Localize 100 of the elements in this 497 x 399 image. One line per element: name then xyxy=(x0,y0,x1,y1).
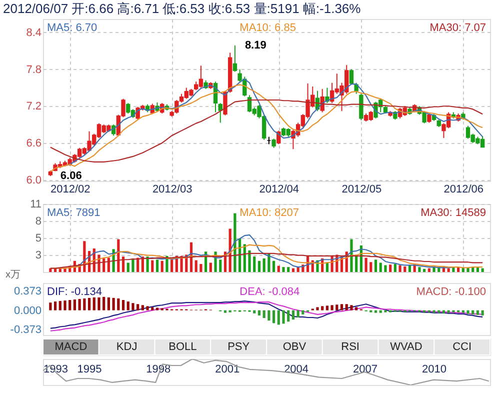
bar xyxy=(462,310,464,313)
bar xyxy=(170,260,174,272)
series-label: MACD: -0.100 xyxy=(416,286,486,298)
bar xyxy=(200,264,202,272)
bar xyxy=(258,260,261,272)
bar xyxy=(370,262,372,272)
x-tick-label: 1993 xyxy=(44,364,68,376)
bar xyxy=(132,258,134,272)
x-tick-label: 1998 xyxy=(146,364,171,376)
bar xyxy=(466,310,470,314)
text: MA30: 14589 xyxy=(420,207,486,219)
bar xyxy=(132,303,134,310)
text: MA10: 6.85 xyxy=(240,22,296,34)
bar xyxy=(253,310,256,314)
bar xyxy=(156,308,159,310)
bar xyxy=(64,300,66,310)
bar xyxy=(442,310,446,314)
text: RSI xyxy=(341,341,360,353)
bar xyxy=(321,306,324,310)
bar xyxy=(404,266,406,272)
bar xyxy=(78,298,81,310)
series-label: DEA: -0.084 xyxy=(240,286,300,298)
candlestick xyxy=(359,93,364,121)
bar xyxy=(258,310,261,316)
x-tick-label: 2012/02 xyxy=(50,184,90,196)
bar xyxy=(330,305,334,310)
bar xyxy=(481,268,484,272)
chart-title: 2012/06/07 开:6.66 高:6.71 低:6.53 收:6.53 量:5191 幅:-1.36% xyxy=(3,1,362,16)
bar xyxy=(447,268,450,272)
bar xyxy=(49,302,52,310)
text: OBV xyxy=(282,341,307,353)
bar xyxy=(355,307,358,310)
bar xyxy=(58,301,62,310)
y-tick-label: 3 xyxy=(35,250,42,262)
x-tick-label: 2007 xyxy=(353,364,378,376)
text: BOLL xyxy=(168,341,197,353)
x-tick-label: 2012/04 xyxy=(259,184,300,196)
annotation: 8.19 xyxy=(244,39,266,52)
y-tick-label: 11 xyxy=(30,198,42,210)
line-series xyxy=(74,234,454,268)
bar xyxy=(160,260,164,272)
bar xyxy=(268,310,270,321)
y-tick-label: 8.4 xyxy=(26,27,42,39)
annotation: 6.06 xyxy=(60,170,82,182)
bar xyxy=(379,262,382,272)
bar xyxy=(345,304,348,310)
text: PSY xyxy=(228,341,250,353)
bar xyxy=(107,297,110,310)
bar xyxy=(151,307,154,310)
bar xyxy=(374,310,378,313)
bar xyxy=(102,296,106,310)
candlestick xyxy=(272,138,276,148)
bar xyxy=(287,310,290,322)
y-axis-title: x万 xyxy=(6,270,20,280)
bar xyxy=(68,300,72,310)
bar xyxy=(73,299,76,310)
y-tick-label: -0.373 xyxy=(10,324,42,336)
bar xyxy=(374,260,378,272)
bar xyxy=(384,265,387,272)
bar xyxy=(146,306,149,310)
bar xyxy=(398,265,402,272)
bar xyxy=(194,260,198,272)
line-series xyxy=(50,252,484,269)
bar xyxy=(432,310,436,313)
y-tick-label: 0.373 xyxy=(14,286,42,298)
x-tick-label: 2004 xyxy=(284,364,309,376)
bar xyxy=(151,260,154,272)
bar xyxy=(146,256,149,272)
bar xyxy=(326,306,328,310)
bar xyxy=(272,260,276,272)
bar xyxy=(92,297,96,310)
bar xyxy=(253,256,256,272)
bar xyxy=(292,310,295,320)
text: MACD xyxy=(54,341,88,353)
bar xyxy=(350,305,353,310)
text: WVAD xyxy=(390,341,422,353)
text: MA5: 7891 xyxy=(47,207,100,219)
bar xyxy=(340,304,344,310)
bar xyxy=(219,260,222,272)
y-tick-label: 7.2 xyxy=(26,100,42,113)
candlestick xyxy=(232,44,238,72)
x-tick-label: 2001 xyxy=(215,364,240,376)
text: MA10: 8207 xyxy=(240,207,300,219)
bar xyxy=(423,268,426,272)
bar xyxy=(447,310,450,313)
y-tick-label: 6.0 xyxy=(26,174,42,186)
bar xyxy=(336,304,338,310)
bar xyxy=(277,310,280,325)
bar xyxy=(136,304,140,310)
bar xyxy=(287,267,290,272)
text: KDJ xyxy=(116,341,138,353)
bar xyxy=(418,267,421,272)
bar xyxy=(389,264,392,272)
x-tick-label: 2010 xyxy=(422,364,446,376)
bar xyxy=(126,262,130,272)
y-tick-label: 7.8 xyxy=(26,64,42,76)
bar xyxy=(209,262,212,272)
x-tick-label: 2012/05 xyxy=(342,184,382,196)
x-tick-label: 2012/03 xyxy=(152,184,192,196)
bar xyxy=(112,298,115,310)
